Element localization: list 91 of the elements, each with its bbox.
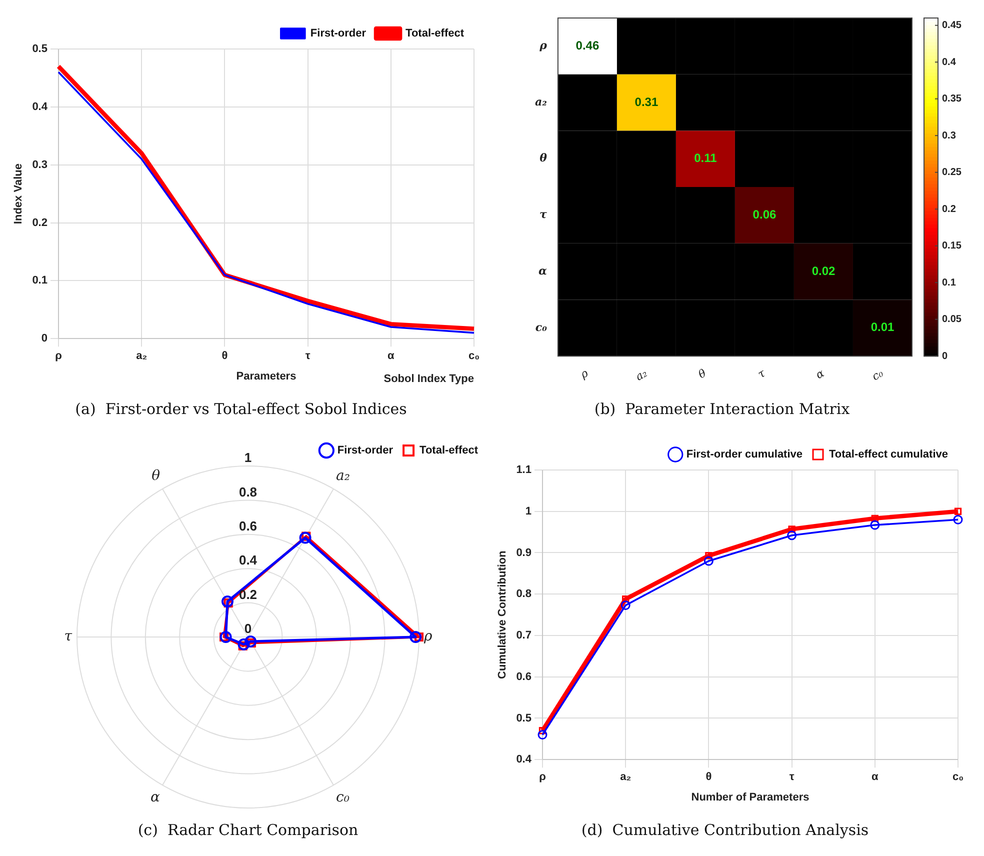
legend-label: Total-effect — [420, 444, 478, 457]
y-tick-label: 1 — [525, 505, 532, 518]
y-tick-label: θ — [540, 152, 548, 165]
y-tick-label: 0.9 — [516, 546, 532, 559]
point — [954, 508, 962, 515]
y-tick-label: 0.8 — [516, 588, 532, 600]
point — [788, 526, 796, 533]
spoke-label: α — [150, 789, 161, 806]
color-bar-label: 0.4 — [942, 56, 956, 68]
y-tick-label: 0.5 — [516, 712, 532, 724]
spoke-label: a₂ — [336, 468, 350, 484]
point — [787, 530, 797, 540]
point — [620, 600, 630, 610]
y-tick-label: 0.8 — [238, 484, 258, 500]
y-tick-label: 1 — [244, 450, 252, 466]
x-tick-label: c₀ — [952, 771, 964, 784]
x-tick-label: θ — [706, 771, 712, 784]
x-axis-title: Parameters — [236, 370, 296, 382]
data-label: 0.11 — [694, 151, 718, 166]
y-tick-label: 0.4 — [516, 754, 532, 766]
y-tick-label: τ — [540, 208, 548, 222]
spoke-label: c₀ — [336, 789, 350, 806]
color-bar-label: 0.1 — [942, 277, 956, 288]
point — [538, 730, 548, 740]
legend-label: Total-effect cumulative — [829, 448, 948, 461]
point — [704, 556, 714, 566]
point — [870, 520, 880, 530]
x-tick-label: α — [388, 350, 395, 362]
y-tick-label: a₂ — [534, 95, 548, 108]
point — [705, 552, 712, 560]
legend-label: First-order cumulative — [686, 448, 803, 461]
x-tick-label: θ — [222, 350, 228, 362]
data-label: 0.06 — [752, 208, 776, 222]
y-tick-label: 0.5 — [32, 43, 48, 56]
data-label: 0.02 — [812, 264, 836, 278]
x-tick-label: α — [813, 366, 827, 382]
y-axis-title: Index Value — [12, 164, 25, 224]
x-tick-label: ρ — [577, 366, 591, 382]
point — [871, 514, 878, 522]
x-tick-label: τ — [305, 350, 310, 362]
x-tick-label: c₀ — [468, 350, 480, 362]
y-tick-label: 0.7 — [516, 630, 532, 642]
color-bar-label: 0.15 — [942, 240, 962, 252]
x-tick-label: ρ — [55, 350, 62, 362]
x-tick-label: θ — [696, 366, 709, 382]
y-tick-label: c₀ — [535, 320, 548, 334]
color-bar-label: 0.25 — [942, 167, 962, 178]
y-tick-label: 0 — [41, 332, 48, 345]
spoke-label: ρ — [423, 628, 433, 645]
data-label: 0.31 — [634, 94, 658, 109]
color-bar-label: 0.05 — [942, 314, 962, 326]
x-tick-label: τ — [756, 366, 768, 381]
text: Sobol Index Type — [384, 373, 474, 386]
x-tick-label: a₂ — [633, 366, 650, 384]
y-tick-label: 0 — [244, 621, 252, 636]
x-tick-label: τ — [789, 771, 794, 784]
y-tick-label: 1.1 — [516, 464, 532, 476]
y-tick-label: 0.2 — [238, 586, 258, 602]
spoke-label: τ — [64, 628, 72, 645]
y-tick-label: 0.2 — [32, 216, 48, 229]
data-label: 0.46 — [576, 38, 600, 52]
text: (d) Cumulative Contribution Analysis — [581, 820, 869, 839]
text: (c) Radar Chart Comparison — [138, 820, 359, 839]
text: (a) First-order vs Total-effect Sobol Indices — [75, 400, 407, 418]
legend-label: Total-effect — [406, 28, 464, 40]
y-tick-label: 0.4 — [238, 552, 258, 568]
spoke-label: θ — [152, 468, 161, 484]
y-tick-label: 0.4 — [32, 100, 48, 113]
x-tick-label: α — [872, 771, 879, 784]
color-bar-label: 0 — [942, 350, 948, 362]
y-axis-title: Cumulative Contribution — [496, 550, 509, 679]
data-label: 0.01 — [870, 320, 894, 334]
color-bar-label: 0.35 — [942, 94, 962, 105]
color-bar-label: 0.3 — [942, 130, 956, 142]
color-bar-label: 0.45 — [942, 20, 962, 32]
legend-label: First-order — [337, 444, 394, 457]
x-axis-title: Number of Parameters — [691, 791, 810, 804]
y-tick-label: 0.6 — [516, 670, 532, 683]
y-tick-label: 0.3 — [32, 158, 48, 171]
x-tick-label: c₀ — [870, 366, 886, 384]
y-tick-label: ρ — [538, 39, 548, 52]
y-tick-label: 0.6 — [238, 518, 258, 534]
point — [953, 514, 963, 524]
color-bar-label: 0.2 — [942, 204, 956, 215]
x-tick-label: a₂ — [136, 350, 148, 362]
point — [538, 727, 546, 734]
y-tick-label: α — [538, 264, 548, 278]
x-tick-label: a₂ — [620, 771, 632, 784]
y-tick-label: 0.1 — [32, 274, 48, 287]
legend-label: First-order — [310, 28, 367, 40]
text: (b) Parameter Interaction Matrix — [594, 400, 850, 418]
